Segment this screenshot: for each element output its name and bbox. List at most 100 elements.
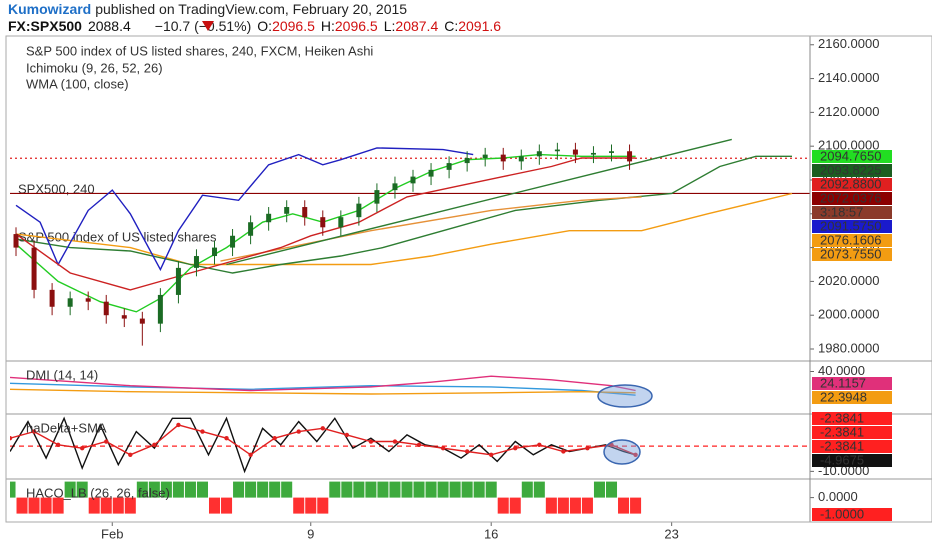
bar — [172, 481, 184, 498]
candle-body — [67, 298, 73, 307]
bar — [233, 481, 245, 498]
candle-body — [410, 176, 416, 184]
y-tick-label: 2120.0000 — [818, 104, 879, 119]
bar — [545, 497, 557, 514]
bar — [221, 497, 233, 514]
author: Kumowizard — [8, 1, 91, 17]
price-label: 22.3948 — [820, 389, 867, 404]
series-line — [15, 192, 793, 266]
candle-body — [13, 234, 19, 248]
bar — [557, 497, 569, 514]
pane-labels: -10.0000-2.3841-2.3841-2.3841-4.9675haDe… — [26, 410, 892, 478]
candle-body — [31, 247, 37, 290]
candle-body — [230, 235, 236, 248]
close-value: 2091.6 — [458, 18, 501, 34]
bar — [148, 481, 160, 498]
price-label: -2.3841 — [820, 424, 864, 439]
bar — [245, 481, 257, 498]
candle-body — [121, 315, 127, 319]
candle-body — [49, 289, 55, 307]
y-tick-label: 2000.0000 — [818, 307, 879, 322]
series-line — [10, 388, 636, 395]
bar — [124, 497, 136, 514]
bar — [581, 497, 593, 514]
bar — [389, 481, 401, 498]
candle-body — [590, 152, 596, 155]
price-label-box — [812, 412, 892, 425]
legend-entry: Ichimoku (9, 26, 52, 26) — [26, 60, 163, 75]
bar — [184, 481, 196, 498]
series-dot — [585, 445, 590, 451]
candle-body — [627, 151, 633, 162]
price-label-box — [812, 150, 892, 163]
x-tick-label: 9 — [307, 526, 314, 541]
series-dot — [200, 429, 205, 434]
candle-body — [374, 190, 380, 204]
series-dot — [609, 442, 614, 448]
candle-body — [536, 151, 542, 157]
bar — [533, 481, 545, 498]
price-label: 24.1157 — [820, 375, 866, 390]
bar — [425, 481, 437, 498]
bar — [64, 481, 76, 498]
series-dot — [416, 442, 422, 448]
bar — [521, 481, 533, 498]
price-label: -4.9675 — [820, 452, 864, 467]
candle-body — [193, 256, 199, 268]
x-tick-label: Feb — [101, 526, 123, 541]
candle-body — [482, 154, 488, 159]
bar — [341, 481, 353, 498]
highlight-ellipse — [597, 384, 653, 408]
series-dot — [537, 442, 542, 448]
series-line — [15, 147, 474, 272]
series-dot — [176, 422, 181, 428]
candle-body — [392, 183, 398, 191]
candle-body — [85, 298, 91, 302]
bar — [160, 481, 172, 498]
price-label-box — [812, 220, 892, 233]
bar — [88, 497, 100, 514]
price-label: -2.3841 — [820, 410, 864, 425]
price-label-box — [812, 454, 892, 467]
series-line — [226, 138, 732, 266]
candle-body — [139, 318, 145, 324]
bar — [52, 497, 64, 514]
low-value: 2087.4 — [395, 18, 438, 34]
price-label-box — [812, 377, 892, 390]
quote-line: FX:SPX500 2088.4 −10.7 (−0.51%) O:2096.5 H:2… — [8, 18, 501, 34]
candle-body — [464, 158, 470, 164]
series-line — [10, 375, 636, 392]
bar — [497, 497, 509, 514]
bar — [293, 497, 305, 514]
pane-labels: 2160.00002140.00002120.00002100.00002080… — [26, 36, 892, 355]
highlight-ellipse — [603, 439, 641, 465]
price-label: 2092.8800 — [820, 176, 881, 191]
bar — [630, 497, 642, 514]
high-value: 2096.5 — [335, 18, 378, 34]
price-label: -1.0000 — [820, 506, 864, 521]
publish-line: Kumowizard published on TradingView.com, … — [8, 1, 407, 17]
bar — [317, 497, 329, 514]
candle-body — [248, 222, 254, 236]
candle-body — [554, 149, 560, 152]
symbol: FX:SPX500 — [8, 18, 82, 34]
last-price: 2088.4 — [88, 18, 131, 34]
series-dot — [561, 449, 566, 454]
series-dot — [10, 436, 13, 441]
change: −10.7 (−0.51%) — [155, 18, 252, 34]
price-label: 2093.8225 — [820, 162, 881, 177]
pane — [10, 416, 810, 474]
bar — [437, 481, 449, 498]
series-dot — [296, 429, 301, 434]
y-tick-label: 0.0000 — [818, 489, 858, 504]
series-dot — [392, 439, 398, 444]
candle-body — [103, 301, 109, 316]
bar — [112, 497, 124, 514]
price-label-box — [812, 206, 892, 219]
bar — [329, 481, 341, 498]
candle-body — [284, 207, 290, 214]
y-tick-label: 1980.0000 — [818, 340, 879, 355]
